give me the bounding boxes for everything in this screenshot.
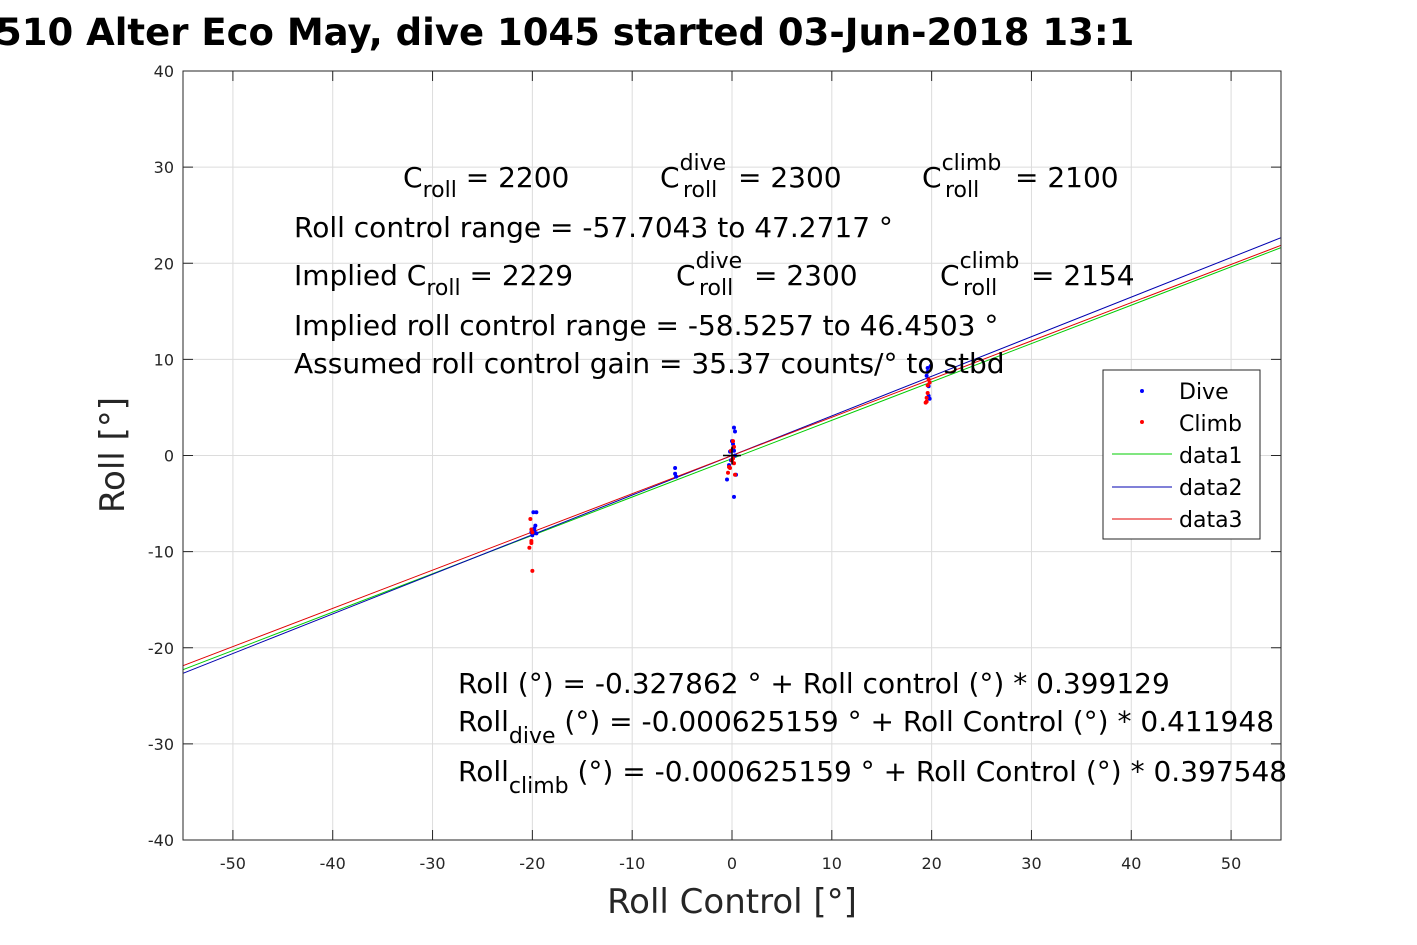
legend-label-dive: Dive	[1179, 380, 1229, 405]
data-points	[527, 364, 933, 573]
annotation-implied-c-roll-climb: Cclimb	[940, 249, 1019, 292]
point-climb	[731, 444, 736, 449]
annotation-c-roll-dive-sub: roll	[683, 178, 717, 203]
annotation-c-roll-climb-sub: roll	[945, 178, 979, 203]
point-dive	[731, 425, 736, 430]
point-dive	[731, 448, 736, 453]
point-dive	[925, 369, 930, 374]
point-climb	[530, 530, 535, 535]
x-tick-label: 10	[822, 854, 842, 873]
annotation-c-roll-climb: Cclimb	[922, 151, 1001, 194]
point-climb	[924, 399, 929, 404]
x-tick-label: -40	[320, 854, 346, 873]
annotation-c-roll-dive: Cdive	[660, 151, 726, 194]
x-tick-label: -20	[519, 854, 545, 873]
y-tick-label: 10	[154, 350, 174, 369]
point-dive	[731, 494, 736, 499]
point-dive	[924, 373, 929, 378]
point-dive	[531, 510, 536, 515]
point-dive	[673, 471, 678, 476]
x-axis-label: Roll Control [°]	[607, 882, 857, 922]
point-climb	[527, 545, 532, 550]
legend-label-data1: data1	[1179, 444, 1243, 469]
legend: Dive Climb data1 data2 data3	[1102, 369, 1261, 540]
point-climb	[528, 516, 533, 521]
legend-label-data3: data3	[1179, 508, 1243, 533]
point-climb	[925, 383, 930, 388]
annotation-implied-c-roll-climb-sub: roll	[963, 276, 997, 301]
annotation-c-roll: Croll = 2200	[403, 161, 569, 203]
y-axis-label: Roll [°]	[93, 397, 133, 513]
legend-marker-climb	[1140, 420, 1144, 424]
x-tick-label: 30	[1021, 854, 1041, 873]
legend-marker-dive	[1140, 389, 1144, 393]
x-axis-ticks: -50 -40 -30 -20 -10 0 10 20 30 40 50	[220, 71, 1241, 873]
legend-label-climb: Climb	[1179, 412, 1242, 437]
annotation-implied-c-roll: Implied Croll = 2229	[294, 259, 573, 301]
y-axis-ticks: -40 -30 -20 -10 0 10 20 30 40	[148, 62, 1281, 850]
x-tick-label: -10	[619, 854, 645, 873]
annotation-implied-c-roll-climb-value: = 2154	[1031, 259, 1135, 292]
point-climb	[529, 539, 534, 544]
x-tick-label: 40	[1121, 854, 1141, 873]
y-tick-label: -40	[148, 831, 174, 850]
point-dive	[673, 465, 678, 470]
point-climb	[925, 391, 930, 396]
y-tick-label: 40	[154, 62, 174, 81]
point-dive	[534, 531, 539, 536]
x-tick-label: 0	[727, 854, 737, 873]
point-dive	[732, 429, 737, 434]
annotation-implied-c-roll-dive-sub: roll	[699, 276, 733, 301]
annotation-fit-climb: Rollclimb (°) = -0.000625159 ° + Roll Co…	[458, 755, 1287, 799]
point-climb	[726, 470, 731, 475]
x-tick-label: 50	[1221, 854, 1241, 873]
point-climb	[727, 465, 732, 470]
annotation-implied-range: Implied roll control range = -58.5257 to…	[294, 309, 998, 342]
x-tick-label: -50	[220, 854, 246, 873]
point-dive	[534, 510, 539, 515]
annotation-control-range: Roll control range = -57.7043 to 47.2717…	[294, 211, 893, 244]
y-tick-label: -30	[148, 735, 174, 754]
x-tick-label: 20	[921, 854, 941, 873]
y-tick-label: -20	[148, 639, 174, 658]
annotation-c-roll-dive-value: = 2300	[738, 161, 842, 194]
annotation-gain: Assumed roll control gain = 35.37 counts…	[294, 347, 1005, 380]
annotation-fit-dive: Rolldive (°) = -0.000625159 ° + Roll Con…	[458, 705, 1274, 749]
point-climb	[731, 461, 736, 466]
annotation-implied-c-roll-dive-value: = 2300	[754, 259, 858, 292]
point-climb	[732, 472, 737, 477]
legend-label-data2: data2	[1179, 476, 1243, 501]
y-tick-label: -10	[148, 543, 174, 562]
y-tick-label: 0	[164, 447, 174, 466]
y-tick-label: 20	[154, 254, 174, 273]
point-dive	[530, 533, 535, 538]
annotation-fit-all: Roll (°) = -0.327862 ° + Roll control (°…	[458, 667, 1170, 700]
point-dive	[725, 477, 730, 482]
point-dive	[925, 366, 930, 371]
origin-marker	[723, 446, 741, 465]
point-climb	[927, 380, 932, 385]
annotation-c-roll-climb-value: = 2100	[1015, 161, 1119, 194]
chart-title: 510 Alter Eco May, dive 1045 started 03-…	[0, 11, 1134, 54]
point-climb	[530, 568, 535, 573]
x-tick-label: -30	[419, 854, 445, 873]
point-climb	[730, 439, 735, 444]
point-dive	[928, 364, 933, 369]
point-climb	[924, 395, 929, 400]
annotation-implied-c-roll-dive: Cdive	[676, 249, 742, 292]
y-tick-label: 30	[154, 158, 174, 177]
